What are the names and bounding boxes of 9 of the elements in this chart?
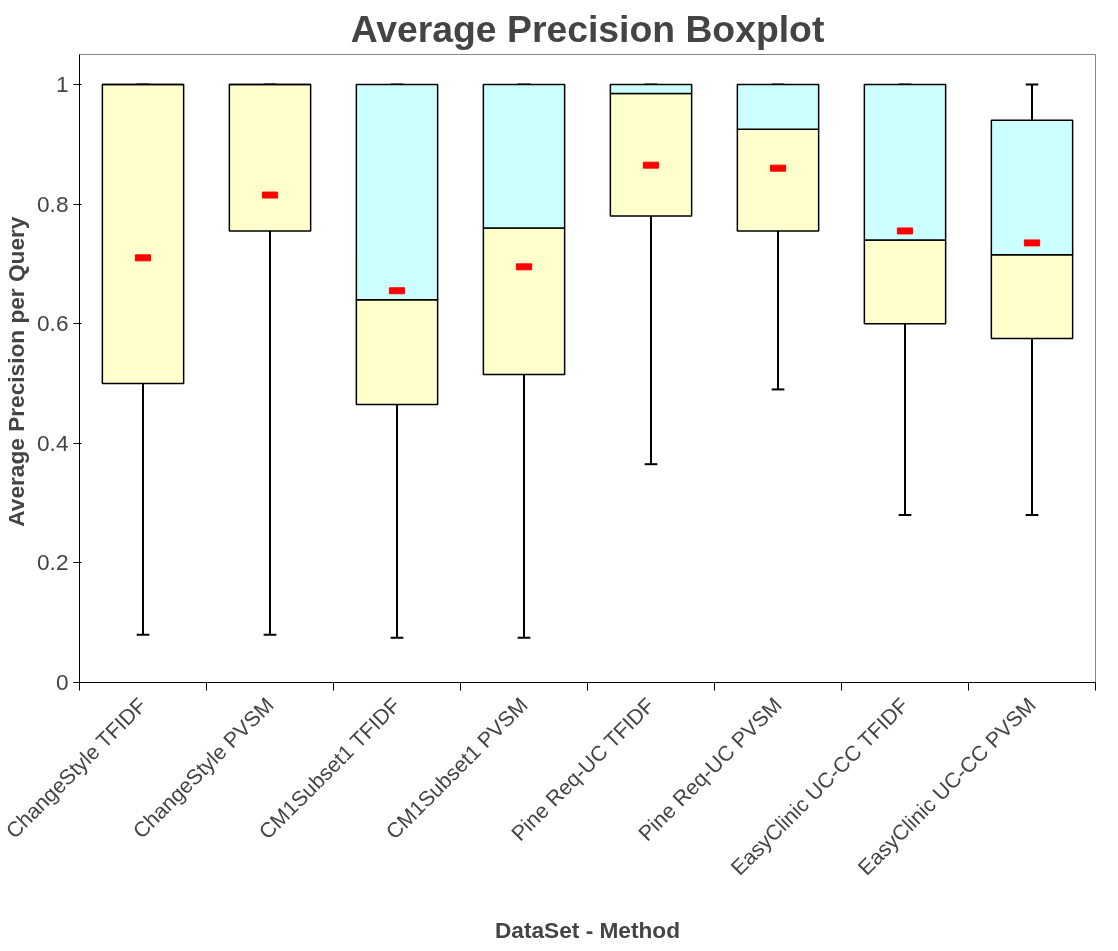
chart-title: Average Precision Boxplot (350, 7, 825, 50)
x-axis-title: DataSet - Method (494, 916, 681, 943)
y-tick-label: 0 (55, 669, 69, 695)
y-tick-label: 0.6 (37, 310, 69, 337)
y-axis-title: Average Precision per Query (3, 216, 29, 527)
y-tick-label: 1 (55, 70, 69, 97)
y-tick-label: 0.4 (37, 429, 69, 456)
y-tick-label: 0.8 (37, 190, 69, 217)
y-tick-label: 0.2 (37, 549, 69, 576)
